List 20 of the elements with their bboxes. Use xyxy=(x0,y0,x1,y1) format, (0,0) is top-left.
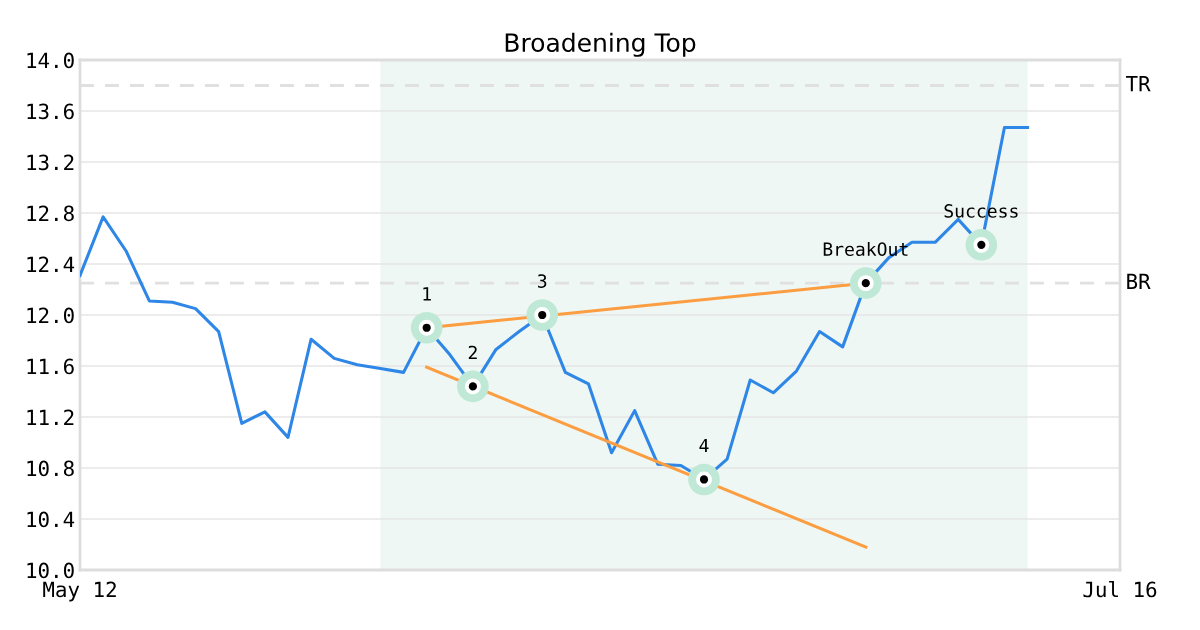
y-tick-label: 11.6 xyxy=(27,358,74,375)
ref-line-label: BR xyxy=(1127,273,1151,289)
annotation: 1 xyxy=(423,287,431,301)
y-tick-label: 10.8 xyxy=(27,460,74,477)
y-tick-label: 12.4 xyxy=(27,256,75,272)
y-tick-label: 10.4 xyxy=(27,511,75,528)
chart-title: Broadening Top xyxy=(505,32,696,57)
y-tick-label: 11.2 xyxy=(27,409,74,425)
annotation: 4 xyxy=(699,438,709,453)
x-tick-label: Jul 16 xyxy=(1083,581,1157,598)
annotation: 3 xyxy=(537,274,547,288)
y-tick-label: 12.8 xyxy=(27,205,74,222)
x-tick-label: May 12 xyxy=(43,581,116,602)
y-tick-label: 10.0 xyxy=(27,562,74,579)
y-tick-label: 13.6 xyxy=(27,103,74,120)
ref-line-label: TR xyxy=(1126,76,1151,92)
y-tick-label: 14.0 xyxy=(27,52,74,69)
y-tick-label: 12.0 xyxy=(27,307,74,324)
annotation: 2 xyxy=(468,345,477,360)
y-tick-label: 13.2 xyxy=(27,154,74,171)
